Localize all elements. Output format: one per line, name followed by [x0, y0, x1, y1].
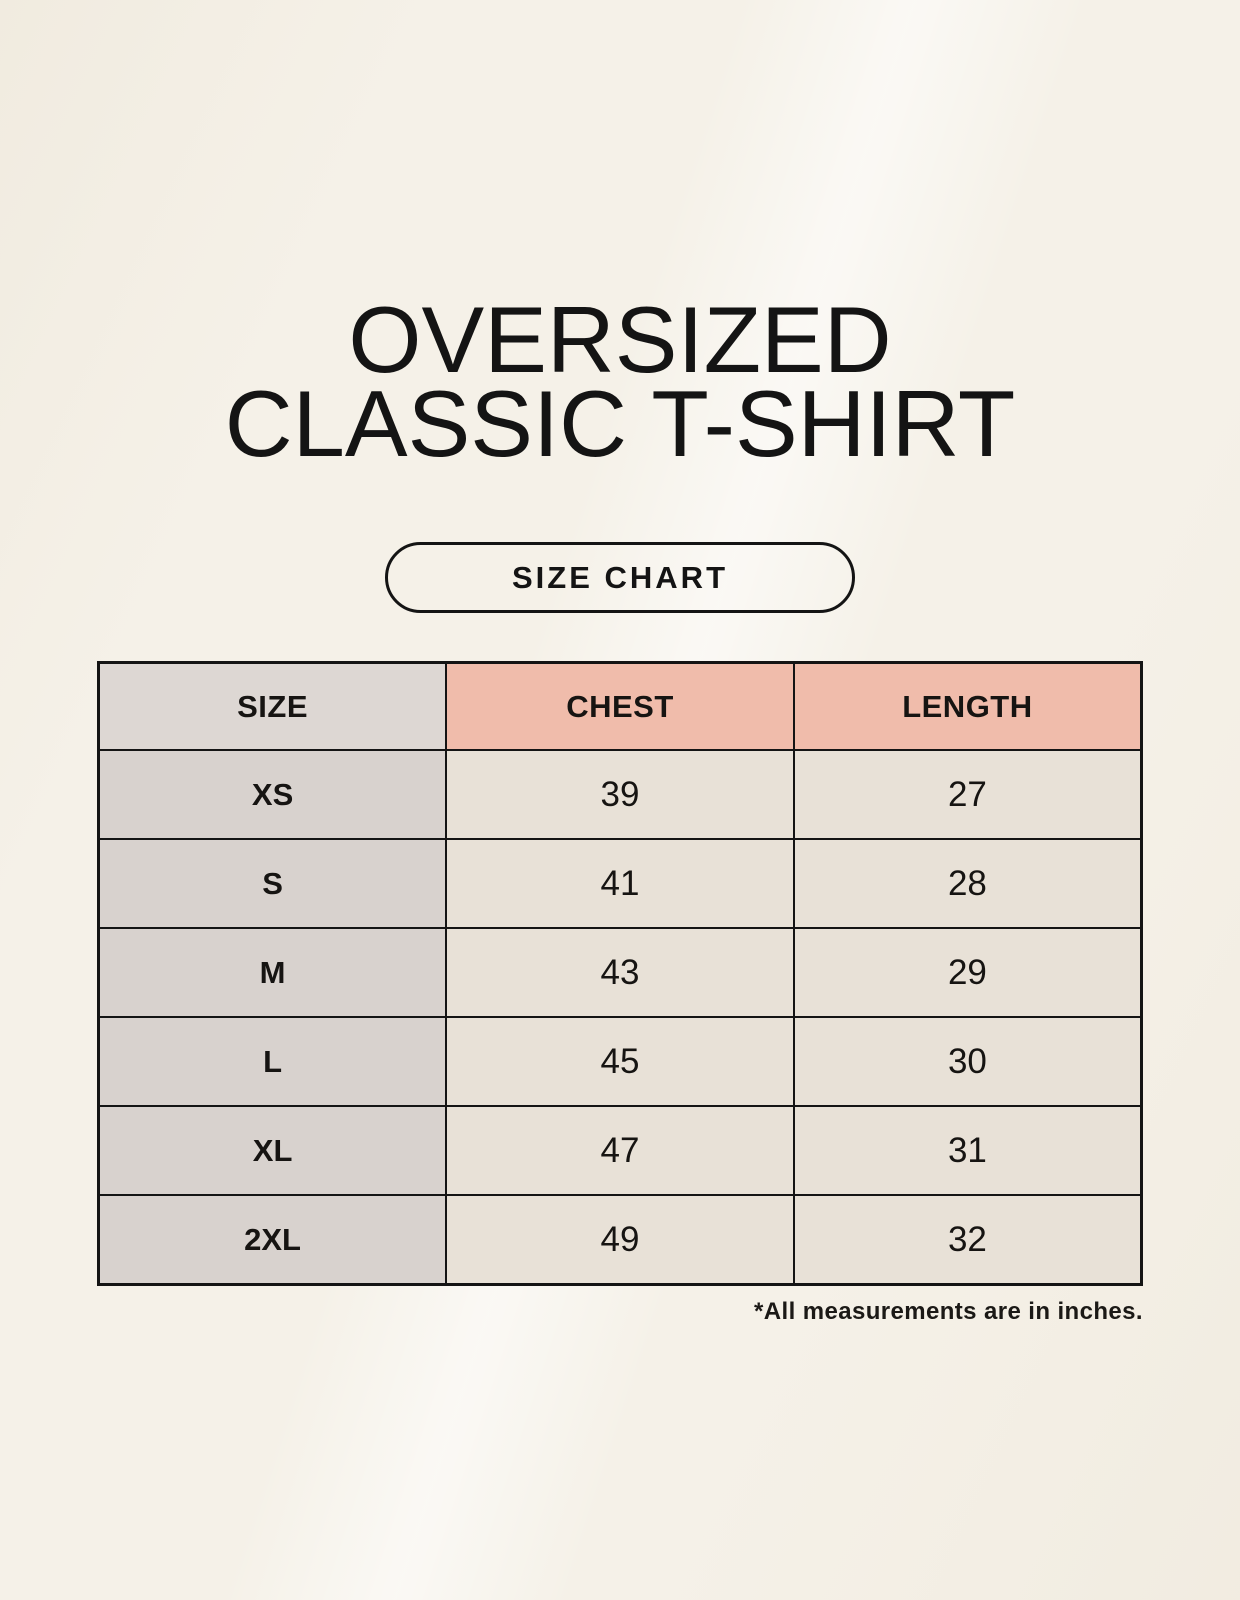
length-value-cell: 30 [792, 1016, 1143, 1107]
length-value-cell: 29 [792, 927, 1143, 1018]
table-row: XL 47 31 [97, 1105, 1143, 1196]
chest-value-cell: 41 [445, 838, 795, 929]
chest-value-cell: 47 [445, 1105, 795, 1196]
table-row: 2XL 49 32 [97, 1194, 1143, 1286]
size-chart-table-body: XS 39 27 S 41 28 M 43 29 L [97, 749, 1143, 1286]
length-value-cell: 32 [792, 1194, 1143, 1286]
size-chart-badge-wrap: SIZE CHART [0, 542, 1240, 613]
chest-value-cell: 45 [445, 1016, 795, 1107]
size-label-cell: 2XL [97, 1194, 448, 1286]
size-chart-button[interactable]: SIZE CHART [385, 542, 855, 613]
size-chart-button-label: SIZE CHART [512, 559, 728, 595]
chest-value-cell: 43 [445, 927, 795, 1018]
chest-value-cell: 49 [445, 1194, 795, 1286]
table-row: M 43 29 [97, 927, 1143, 1018]
product-title-line2: CLASSIC T-SHIRT [224, 371, 1016, 476]
table-row: S 41 28 [97, 838, 1143, 929]
table-row: XS 39 27 [97, 749, 1143, 840]
column-header-size: SIZE [97, 661, 448, 751]
column-header-length: LENGTH [792, 661, 1143, 751]
table-row: L 45 30 [97, 1016, 1143, 1107]
length-value-cell: 27 [792, 749, 1143, 840]
product-title: OVERSIZED CLASSIC T-SHIRT [0, 0, 1240, 471]
length-value-cell: 28 [792, 838, 1143, 929]
size-chart-table: SIZE CHEST LENGTH XS 39 27 S 41 28 [97, 661, 1143, 1286]
size-label-cell: XL [97, 1105, 448, 1196]
size-label-cell: M [97, 927, 448, 1018]
size-label-cell: XS [97, 749, 448, 840]
size-label-cell: S [97, 838, 448, 929]
chest-value-cell: 39 [445, 749, 795, 840]
size-chart-table-head: SIZE CHEST LENGTH [97, 661, 1143, 751]
header-row: SIZE CHEST LENGTH [97, 661, 1143, 751]
size-label-cell: L [97, 1016, 448, 1107]
column-header-chest: CHEST [445, 661, 795, 751]
product-title-line1: OVERSIZED [348, 287, 892, 392]
measurements-footnote: *All measurements are in inches. [754, 1298, 1143, 1325]
length-value-cell: 31 [792, 1105, 1143, 1196]
